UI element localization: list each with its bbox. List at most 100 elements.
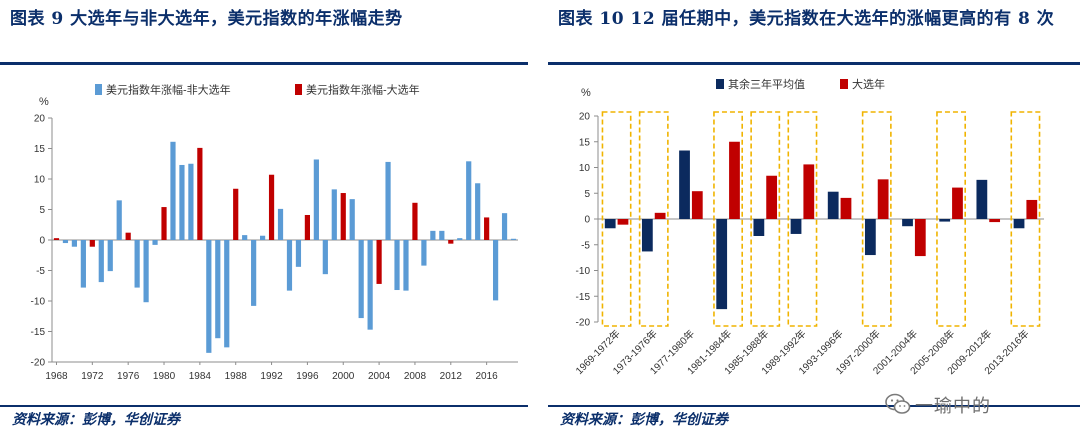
avg-bar-8 — [902, 219, 913, 227]
x-tick-label: 1972 — [81, 371, 104, 382]
bar-2014 — [466, 161, 472, 240]
y-tick-label: -5 — [36, 266, 45, 277]
right-figure: 图表 10 12 届任期中，美元指数在大选年的涨幅更高的有 8 次 其余三年平均… — [548, 0, 1080, 448]
bar-1978 — [143, 240, 149, 303]
annual-change-chart: 美元指数年涨幅-非大选年 美元指数年涨幅-大选年% -20 -15 -10 -5 0 5 10 1… — [31, 83, 518, 382]
bar-2009 — [421, 240, 427, 266]
y-tick-label: 5 — [584, 189, 590, 200]
bar-1972 — [89, 240, 95, 247]
legend-label: 大选年 — [852, 77, 885, 91]
bar-1991 — [259, 235, 266, 240]
y-tick-label: -10 — [31, 297, 46, 308]
bar-2002 — [358, 240, 364, 319]
left-figure: 图表 9 大选年与非大选年，美元指数的年涨幅走势 美元指数年涨幅-非大选年 美元指… — [0, 0, 528, 448]
highlight-box — [713, 111, 744, 327]
y-tick-label: 5 — [39, 205, 45, 216]
avg-bar-11 — [1013, 219, 1025, 229]
highlight-box — [861, 111, 892, 327]
y-axis-unit: % — [581, 87, 591, 99]
election-bar-2 — [691, 191, 703, 219]
figure-9-title: 图表 9 大选年与非大选年，美元指数的年涨幅走势 — [10, 9, 403, 29]
x-tick-label: 1996 — [296, 371, 319, 382]
y-tick-label: 15 — [579, 137, 591, 148]
figure-10-title: 图表 10 12 届任期中，美元指数在大选年的涨幅更高的有 8 次 — [558, 9, 1055, 29]
bar-1974 — [107, 240, 113, 272]
bar-2013 — [457, 238, 463, 240]
x-tick-label: 1976 — [117, 371, 140, 382]
bar-1986 — [215, 240, 221, 339]
x-tick-label: 2000 — [332, 371, 355, 382]
legend-swatch — [95, 84, 102, 95]
y-tick-label: -20 — [31, 358, 46, 369]
y-tick-label: 0 — [39, 236, 45, 247]
bar-2019 — [510, 238, 517, 240]
bar-1998 — [322, 240, 328, 275]
bar-2000 — [340, 193, 346, 240]
bar-1981 — [170, 141, 176, 240]
y-tick-label: 10 — [579, 163, 591, 174]
election-bar-6 — [840, 197, 852, 219]
x-tick-label: 1984 — [189, 371, 212, 382]
election-bar-8 — [914, 219, 926, 257]
watermark-text: 一瑜中的 — [915, 396, 991, 417]
bar-2015 — [475, 183, 481, 240]
bar-1979 — [152, 240, 158, 245]
election-bar-1 — [654, 212, 666, 219]
y-tick-label: -15 — [31, 327, 46, 338]
bar-1985 — [206, 240, 212, 353]
bar-2007 — [403, 240, 409, 291]
x-tick-label: 1968 — [45, 371, 68, 382]
bar-1969 — [62, 240, 69, 244]
highlight-box — [787, 111, 818, 327]
legend-swatch — [716, 79, 724, 89]
bar-1987 — [224, 240, 230, 348]
bar-2006 — [394, 240, 400, 291]
y-tick-label: 15 — [34, 144, 46, 155]
bar-2018 — [501, 213, 508, 240]
highlight-box — [750, 111, 781, 327]
x-tick-label: 2008 — [404, 371, 427, 382]
avg-bar-4 — [753, 219, 765, 236]
bar-1999 — [331, 189, 337, 240]
election-bar-3 — [729, 141, 740, 219]
bar-1994 — [286, 240, 293, 291]
avg-bar-3 — [716, 219, 728, 310]
bar-1980 — [161, 207, 167, 240]
legend-swatch — [840, 79, 848, 89]
avg-bar-0 — [604, 219, 616, 229]
bar-1976 — [125, 232, 131, 240]
y-axis-unit: % — [39, 96, 49, 108]
avg-bar-2 — [679, 150, 690, 219]
legend-label: 其余三年平均值 — [728, 77, 805, 91]
highlight-box — [601, 111, 632, 327]
bar-2017 — [492, 240, 499, 301]
y-tick-label: -15 — [576, 292, 591, 303]
bar-1992 — [268, 174, 275, 240]
bar-2012 — [448, 240, 454, 244]
bar-1971 — [80, 240, 86, 288]
bar-1996 — [304, 214, 311, 240]
figure-9-source: 资料来源：彭博，华创证券 — [12, 412, 180, 428]
bar-1970 — [71, 240, 78, 247]
bar-2008 — [412, 202, 418, 240]
bar-2001 — [349, 199, 355, 240]
highlight-box — [638, 111, 669, 327]
bar-1984 — [197, 147, 203, 240]
x-tick-label: 2012 — [440, 371, 463, 382]
election-bar-10 — [989, 219, 1001, 223]
y-tick-label: 20 — [579, 112, 591, 123]
bar-2011 — [439, 230, 445, 240]
figure-10-source: 资料来源：彭博，华创证券 — [560, 412, 728, 428]
election-bar-9 — [952, 187, 963, 219]
x-tick-label: 2016 — [476, 371, 499, 382]
legend-label: 美元指数年涨幅-大选年 — [306, 83, 420, 97]
highlight-box — [936, 111, 967, 327]
y-tick-label: -20 — [576, 318, 591, 329]
x-tick-label: 2004 — [368, 371, 391, 382]
avg-bar-1 — [641, 219, 653, 252]
source-rule — [0, 405, 528, 407]
y-tick-label: 0 — [584, 215, 590, 226]
bar-1988 — [233, 188, 239, 240]
bar-1983 — [188, 163, 194, 240]
x-tick-label: 1980 — [153, 371, 176, 382]
